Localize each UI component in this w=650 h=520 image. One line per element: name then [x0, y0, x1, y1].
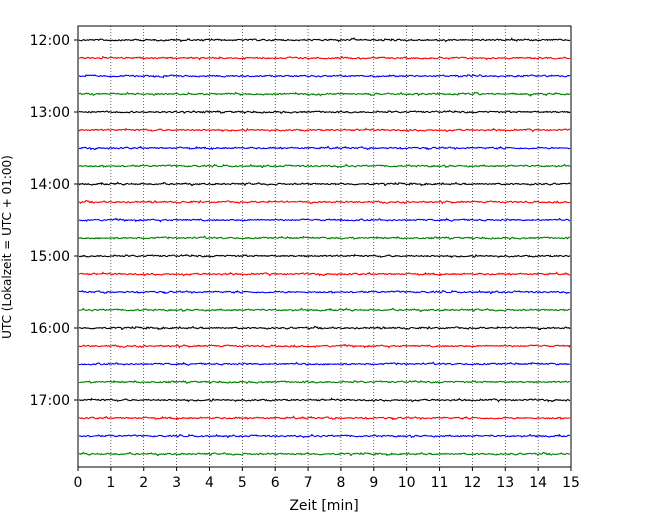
trace-line: [78, 325, 571, 331]
trace-line: [78, 289, 571, 295]
x-tick-label: 15: [562, 475, 580, 491]
trace-line: [78, 361, 571, 366]
trace-line: [78, 271, 571, 277]
x-axis-ticks: 0 1 2 3 4 5 6 7 8 9 10 11 12 13 14 15: [74, 467, 580, 491]
trace-line: [78, 379, 571, 385]
trace-line: [78, 343, 571, 349]
x-tick-label: 5: [238, 475, 247, 491]
trace-line: [78, 415, 571, 421]
x-tick-label: 1: [106, 475, 115, 491]
plot-frame: [77, 25, 572, 468]
x-tick-label: 8: [336, 475, 345, 491]
y-tick-label: 13:00: [30, 105, 70, 121]
x-tick-label: 4: [205, 475, 214, 491]
x-tick-label: 6: [271, 475, 280, 491]
trace-line: [78, 253, 571, 259]
trace-line: [78, 181, 571, 187]
x-tick-label: 10: [398, 475, 416, 491]
x-tick-label: 3: [172, 475, 181, 491]
trace-line: [78, 397, 571, 403]
x-axis-title: Zeit [min]: [289, 498, 358, 514]
x-tick-label: 11: [431, 475, 449, 491]
y-axis-ticks: 12:00 13:00 14:00 15:00 16:00 17:00: [30, 33, 78, 409]
x-tick-label: 9: [369, 475, 378, 491]
y-tick-label: 15:00: [30, 249, 70, 265]
trace-line: [78, 307, 571, 313]
trace-line: [78, 73, 571, 79]
trace-line: [78, 55, 570, 61]
x-tick-label: 0: [74, 475, 83, 491]
trace-line: [78, 145, 571, 151]
seismic-traces: [78, 37, 571, 457]
trace-line: [78, 127, 571, 133]
trace-line: [78, 433, 571, 439]
trace-line: [78, 91, 571, 97]
x-tick-label: 7: [304, 475, 313, 491]
y-tick-label: 16:00: [30, 321, 70, 337]
trace-line: [78, 37, 571, 43]
plot-background: [78, 26, 571, 467]
y-tick-label: 14:00: [30, 177, 70, 193]
y-tick-label: 17:00: [30, 393, 70, 409]
trace-line: [78, 451, 570, 457]
x-tick-label: 13: [496, 475, 514, 491]
trace-line: [78, 217, 571, 223]
trace-line: [78, 199, 571, 205]
x-tick-label: 12: [463, 475, 481, 491]
x-tick-label: 2: [139, 475, 148, 491]
trace-line: [78, 235, 571, 241]
x-tick-label: 14: [529, 475, 547, 491]
trace-line: [78, 163, 571, 169]
trace-line: [78, 110, 571, 115]
y-axis-title: UTC (Lokalzeit = UTC + 01:00): [0, 155, 14, 339]
y-tick-label: 12:00: [30, 33, 70, 49]
